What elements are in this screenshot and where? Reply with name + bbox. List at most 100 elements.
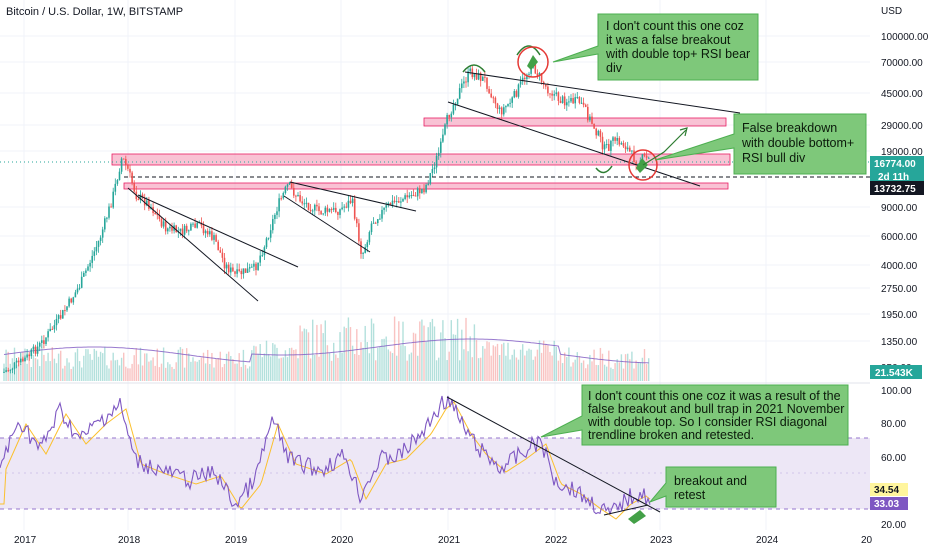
volume-bar — [492, 345, 494, 381]
volume-bar — [293, 349, 295, 381]
arrow-head-icon — [679, 127, 688, 137]
note-top[interactable]: I don't count this one coz it was a fals… — [552, 13, 759, 81]
candle-body — [290, 182, 293, 188]
volume-bar — [610, 367, 612, 381]
candle-body — [206, 230, 209, 235]
candle-body — [618, 137, 621, 145]
candle-body — [190, 223, 192, 231]
candle-body — [343, 206, 345, 208]
volume-bar — [240, 366, 242, 381]
volume-bar — [522, 344, 524, 381]
candle-body — [34, 346, 37, 354]
volume-bar — [278, 358, 280, 381]
volume-bar — [217, 358, 219, 381]
volume-bar — [557, 360, 560, 381]
note-retest[interactable]: breakout and retest — [648, 466, 777, 508]
time-axis[interactable]: 2017 2018 2019 2020 2021 2022 2023 2024 … — [14, 535, 873, 546]
candle-body — [366, 242, 369, 248]
volume-bar — [202, 352, 205, 381]
candle-body — [433, 167, 436, 170]
candle-body — [452, 104, 455, 114]
candle-body — [345, 206, 348, 208]
volume-bar — [551, 355, 553, 381]
volume-bar — [267, 354, 270, 381]
candle-body — [57, 315, 60, 319]
trendline-2018-lower — [127, 187, 259, 302]
volume-bar — [41, 347, 43, 381]
volume-bar — [223, 363, 226, 381]
candle-body — [209, 231, 211, 235]
note-right[interactable]: False breakdown with double bottom+ RSI … — [654, 113, 867, 175]
volume-bar — [280, 357, 282, 381]
volume-bar — [83, 355, 85, 381]
candle-body — [540, 73, 543, 82]
volume-value: 21.543K — [875, 368, 914, 379]
volume-ma-line — [3, 338, 649, 364]
candle-body — [496, 103, 499, 109]
time-label: 2024 — [756, 535, 779, 546]
volume-bar — [526, 350, 528, 381]
volume-bar — [410, 352, 413, 381]
price-tick: 1950.00 — [881, 310, 918, 321]
candle-body — [425, 184, 427, 193]
volume-bar — [591, 361, 593, 381]
candle-body — [230, 267, 232, 273]
bull-marker-icon — [636, 158, 648, 173]
candle-body — [49, 328, 51, 332]
volume-bar — [444, 338, 446, 381]
volume-bar — [114, 360, 116, 381]
candle-body — [347, 200, 350, 208]
candle-body — [582, 102, 585, 105]
candle-body — [440, 141, 442, 153]
candle-body — [435, 155, 438, 168]
candle-body — [469, 68, 471, 72]
candle-body — [62, 310, 64, 319]
volume-bar — [627, 353, 629, 381]
candle-body — [526, 74, 528, 80]
volume-bar — [160, 363, 163, 381]
volume-bar — [93, 348, 95, 381]
candle-body — [9, 369, 12, 371]
rsi-diagonal-trendline[interactable] — [446, 396, 661, 513]
volume-bar — [320, 324, 322, 381]
note-rsi[interactable]: I don't count this one coz it was a resu… — [540, 384, 849, 446]
candle-body — [316, 204, 318, 207]
price-tick: 6000.00 — [881, 232, 918, 243]
time-label: 2023 — [650, 535, 673, 546]
candle-body — [442, 134, 444, 142]
candle-body — [194, 223, 196, 228]
support-zone-19k[interactable] — [111, 153, 731, 166]
volume-bar — [53, 358, 56, 381]
volume-bar — [26, 363, 28, 381]
candle-body — [295, 195, 297, 197]
rsi-axis[interactable]: 100.00 80.00 60.00 20.00 — [881, 386, 912, 531]
candle-body — [475, 73, 478, 80]
candle-body — [36, 346, 39, 354]
resistance-zone-29k[interactable] — [423, 117, 727, 127]
candle-body — [284, 186, 287, 194]
rsi-support-trendline[interactable] — [603, 504, 649, 516]
candle-body — [22, 358, 24, 362]
volume-bar — [219, 351, 221, 381]
volume-bar — [633, 368, 635, 381]
candle-body — [265, 238, 268, 248]
volume-bar — [576, 352, 578, 381]
volume-bar — [566, 357, 568, 381]
price-axis-currency: USD — [881, 6, 902, 17]
volume-bar — [372, 323, 375, 381]
candle-body — [374, 222, 377, 224]
note-rsi-line: with double top. So I consider RSI diago… — [587, 415, 827, 429]
trendlines[interactable] — [127, 71, 741, 302]
volume-bar — [536, 349, 539, 381]
volume-bar — [335, 354, 337, 381]
volume-bar — [639, 362, 641, 381]
candle-body — [303, 203, 306, 205]
volume-bar — [43, 354, 45, 381]
note-top-line: I don't count this one coz — [606, 19, 744, 33]
candle-body — [461, 83, 463, 89]
volume-bar — [249, 366, 251, 381]
volume-bar — [45, 361, 47, 381]
candle-body — [601, 136, 604, 150]
volume-bar — [589, 354, 591, 381]
